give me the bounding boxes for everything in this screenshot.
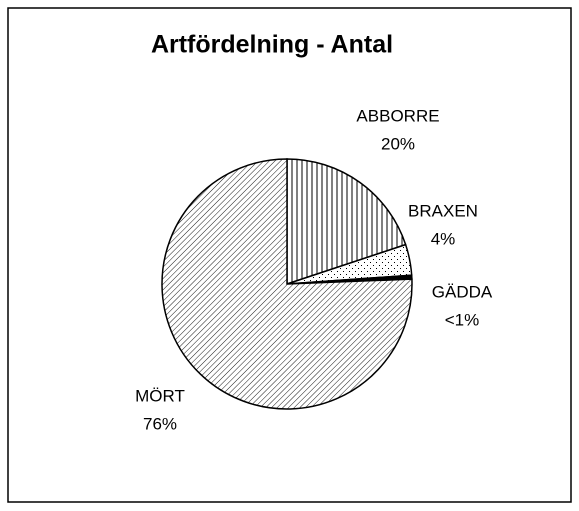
slice-label: ABBORRE <box>356 106 439 125</box>
slice-value-label: 76% <box>143 414 177 433</box>
slice-label: GÄDDA <box>432 282 493 301</box>
pie-slice <box>161 158 413 410</box>
chart-title: Artfördelning - Antal <box>151 31 393 59</box>
slice-value-label: <1% <box>445 310 480 329</box>
slice-value-label: 20% <box>381 134 415 153</box>
slice-label: MÖRT <box>135 386 185 405</box>
slice-label: BRAXEN <box>408 201 478 220</box>
pie-slice <box>286 158 407 286</box>
slice-value-label: 4% <box>431 229 456 248</box>
